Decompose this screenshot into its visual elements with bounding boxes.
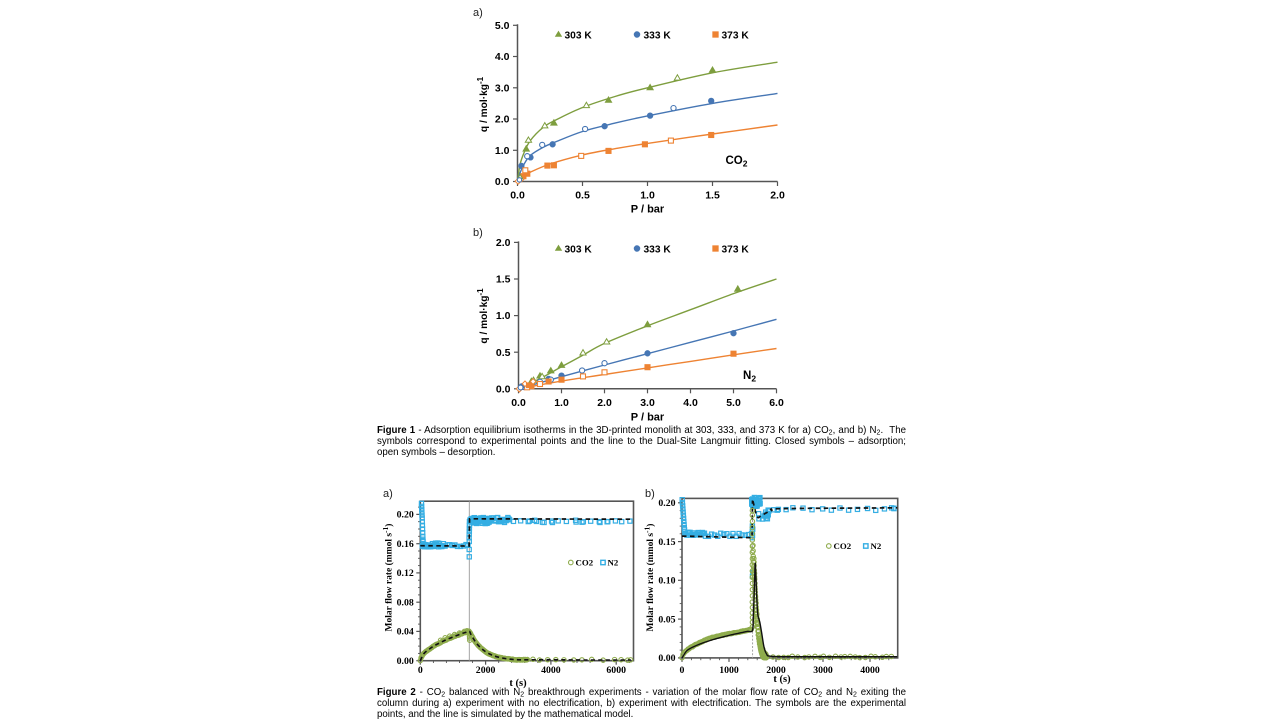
svg-text:3.0: 3.0 [640,397,655,409]
svg-text:0.00: 0.00 [397,656,414,667]
svg-text:1.0: 1.0 [640,190,655,202]
svg-text:303 K: 303 K [565,30,593,41]
svg-text:0.00: 0.00 [658,653,675,664]
svg-text:6.0: 6.0 [769,397,784,409]
svg-text:0: 0 [418,665,423,676]
svg-text:2000: 2000 [476,665,496,676]
svg-text:1.0: 1.0 [554,397,569,409]
svg-text:CO2: CO2 [576,558,594,568]
svg-text:2.0: 2.0 [597,397,612,409]
svg-text:4.0: 4.0 [683,397,698,409]
svg-text:0.12: 0.12 [397,568,414,579]
svg-text:q / mol·kg-1: q / mol·kg-1 [476,288,490,344]
svg-text:333 K: 333 K [644,244,672,255]
svg-text:b): b) [645,488,655,500]
svg-text:1.5: 1.5 [705,190,720,202]
svg-text:4.0: 4.0 [495,51,510,63]
svg-text:0.0: 0.0 [511,397,526,409]
svg-text:0: 0 [680,665,685,676]
svg-text:a): a) [473,7,483,19]
svg-text:0.08: 0.08 [397,598,414,609]
svg-text:t (s): t (s) [773,674,791,685]
svg-text:Molar flow rate (mmol s-1): Molar flow rate (mmol s-1) [381,524,395,632]
svg-text:3.0: 3.0 [495,82,510,94]
svg-text:373 K: 373 K [722,244,750,255]
svg-text:b): b) [473,227,483,239]
svg-text:303 K: 303 K [565,244,593,255]
svg-text:1.0: 1.0 [495,145,510,157]
svg-text:t (s): t (s) [509,678,527,689]
svg-text:373 K: 373 K [722,30,750,41]
svg-text:a): a) [383,488,393,500]
svg-text:Molar flow rate (mmol s-1): Molar flow rate (mmol s-1) [643,524,657,632]
svg-text:0.16: 0.16 [397,539,414,550]
svg-text:0.04: 0.04 [397,627,414,638]
svg-text:2.0: 2.0 [496,237,511,249]
svg-text:0.0: 0.0 [510,190,525,202]
svg-text:4000: 4000 [860,665,880,676]
svg-text:5.0: 5.0 [726,397,741,409]
svg-text:2.0: 2.0 [770,190,785,202]
svg-text:q / mol·kg-1: q / mol·kg-1 [476,76,490,132]
svg-text:0.5: 0.5 [575,190,590,202]
svg-text:0.0: 0.0 [495,176,510,188]
svg-text:CO2: CO2 [834,541,852,551]
svg-text:P / bar: P / bar [631,204,665,216]
svg-text:0.20: 0.20 [658,498,675,509]
svg-text:0.15: 0.15 [658,537,675,548]
svg-text:N2: N2 [743,370,756,384]
svg-text:1000: 1000 [719,665,739,676]
svg-text:0.20: 0.20 [397,510,414,521]
svg-text:P / bar: P / bar [631,412,665,424]
svg-text:5.0: 5.0 [495,20,510,32]
svg-text:4000: 4000 [541,665,561,676]
svg-text:0.05: 0.05 [658,614,675,625]
svg-text:N2: N2 [608,558,619,568]
svg-text:2000: 2000 [766,665,786,676]
svg-text:0.5: 0.5 [496,347,511,359]
svg-text:CO2: CO2 [726,155,748,169]
svg-text:6000: 6000 [606,665,626,676]
svg-text:0.0: 0.0 [496,383,511,395]
svg-text:2.0: 2.0 [495,114,510,126]
svg-text:0.10: 0.10 [658,576,675,587]
svg-text:3000: 3000 [813,665,833,676]
svg-text:333 K: 333 K [644,30,672,41]
svg-text:N2: N2 [871,541,882,551]
svg-text:1.5: 1.5 [496,274,511,286]
svg-text:1.0: 1.0 [496,310,511,322]
